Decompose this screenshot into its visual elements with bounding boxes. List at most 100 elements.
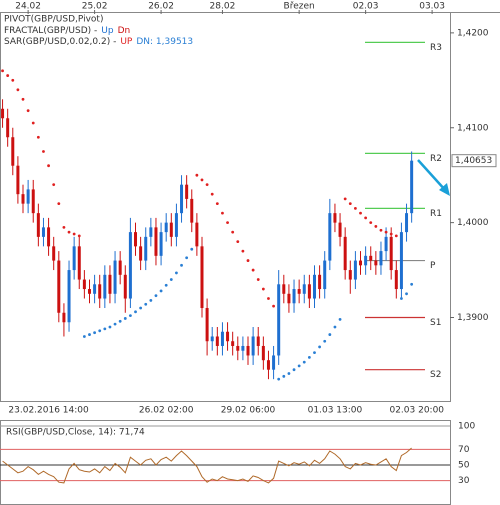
candle-body: [134, 232, 138, 247]
sar-dot: [364, 216, 368, 220]
candle-body: [394, 270, 398, 290]
sar-dot: [205, 183, 209, 187]
candle-body: [72, 246, 76, 271]
candle-body: [31, 189, 35, 214]
candle-body: [302, 284, 306, 294]
candle-body: [6, 118, 10, 138]
candle-body: [144, 236, 148, 261]
sar-dot: [405, 292, 408, 296]
x-tick-label: 02.03 20:00: [389, 406, 444, 416]
candle-body: [323, 260, 327, 290]
candle-body: [261, 345, 265, 361]
sar-dot: [353, 206, 357, 210]
sar-dot: [77, 234, 81, 238]
top-date-label: 26.02: [148, 2, 174, 12]
sar-dot: [313, 351, 316, 355]
candle-body: [282, 284, 286, 294]
y-tick-label: 1,4100: [457, 123, 489, 133]
sar-dot: [1, 69, 4, 73]
sar-dot: [21, 97, 25, 101]
candle-body: [67, 270, 71, 323]
sar-dot: [210, 192, 214, 196]
pivot-label: S1: [430, 318, 441, 328]
candle-body: [246, 345, 250, 356]
candle-body: [405, 213, 409, 233]
sar-dot: [42, 150, 45, 153]
candle-body: [82, 279, 86, 290]
sar-dot: [343, 197, 347, 201]
sar-dot: [149, 299, 153, 302]
candle-body: [338, 222, 342, 237]
sar-dot: [410, 282, 414, 286]
candle-body: [220, 331, 224, 346]
y-tick-label: 1,4200: [457, 28, 489, 38]
sar-dot: [175, 271, 178, 275]
candle-body: [159, 232, 163, 256]
candle-body: [353, 260, 357, 280]
sar-dot: [272, 304, 275, 308]
candle-body: [359, 260, 363, 266]
candle-body: [123, 274, 127, 299]
sar-dot: [297, 364, 301, 368]
candle-body: [113, 260, 117, 294]
sar-dot: [282, 374, 286, 378]
legend-entry: FRACTAL(GBP/USD) - Up Dn: [4, 26, 130, 36]
sar-dot: [36, 135, 40, 139]
y-tick-label: 1,4000: [457, 218, 489, 228]
candle-body: [154, 227, 158, 256]
legend-dn: Dn: [118, 26, 131, 36]
candle-body: [384, 236, 388, 252]
candle-body: [41, 227, 45, 237]
candle-body: [277, 284, 281, 356]
sar-dot: [190, 247, 194, 251]
sar-dot: [128, 314, 132, 318]
rsi-tick-label: 30: [458, 476, 470, 486]
candle-body: [312, 274, 316, 299]
sar-dot: [256, 278, 260, 281]
candle-body: [364, 255, 368, 266]
candle-body: [256, 336, 260, 346]
sar-dot: [180, 263, 183, 267]
sar-dot: [47, 164, 50, 168]
candle-body: [103, 274, 107, 299]
sar-dot: [292, 368, 296, 372]
sar-dot: [374, 225, 378, 228]
candle-body: [11, 137, 15, 166]
candle-body: [251, 336, 255, 356]
candle-body: [266, 360, 270, 370]
candle-body: [231, 341, 235, 346]
top-date-label: 24.02: [15, 2, 41, 12]
candle-body: [343, 236, 347, 271]
candle-body: [52, 246, 56, 261]
x-tick-label: 29.02 06:00: [221, 406, 276, 416]
legend-entry: PIVOT(GBP/USD,Pivot): [4, 15, 103, 25]
candle-body: [57, 260, 61, 313]
sar-dot: [359, 211, 362, 215]
sar-dot: [16, 88, 20, 92]
sar-dot: [164, 283, 168, 287]
legend-dn: DN: 1,39513: [136, 37, 193, 47]
candle-body: [307, 284, 311, 299]
candle-body: [139, 246, 143, 261]
sar-dot: [57, 202, 61, 206]
candle-body: [62, 312, 66, 323]
candle-body: [21, 194, 25, 204]
candle-body: [77, 246, 81, 280]
sar-dot: [98, 329, 102, 333]
sar-dot: [307, 355, 311, 359]
candle-body: [333, 213, 337, 223]
sar-dot: [236, 240, 240, 244]
sar-dot: [251, 268, 255, 272]
legend-text: FRACTAL(GBP/USD) -: [4, 26, 97, 36]
candle-body: [399, 232, 403, 290]
sar-dot: [134, 310, 137, 314]
sar-dot: [200, 178, 204, 182]
candle-body: [118, 260, 122, 275]
last-price-label: 1,40653: [455, 156, 492, 166]
legend-entry: SAR(GBP/USD,0.02,0.2) - UP DN: 1,39513: [4, 37, 193, 47]
sar-dot: [384, 230, 388, 234]
candle-body: [210, 336, 214, 342]
x-tick-label: 26.02 02:00: [139, 406, 194, 416]
candle-body: [297, 289, 301, 294]
x-tick-label: 23.02.2016 14:00: [8, 406, 89, 416]
